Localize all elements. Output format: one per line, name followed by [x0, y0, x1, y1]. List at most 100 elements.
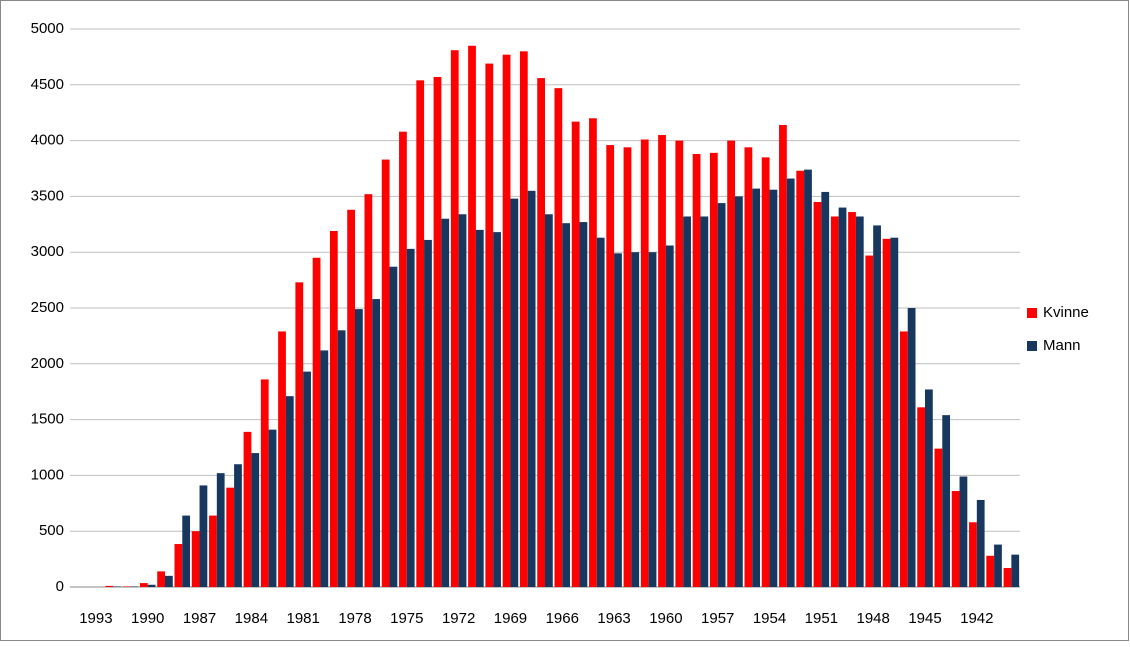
bar: [994, 544, 1002, 587]
bar: [623, 147, 632, 587]
bar: [606, 145, 615, 587]
bar: [976, 499, 985, 587]
bar: [838, 207, 847, 587]
bar: [735, 196, 743, 587]
bar: [969, 522, 977, 587]
y-tick-label: 0: [56, 578, 64, 595]
bar: [450, 50, 459, 588]
x-tick-label: 1942: [960, 610, 993, 627]
x-tick-label: 1993: [79, 610, 112, 627]
y-tick-label: 4500: [31, 76, 64, 93]
bar: [285, 396, 294, 587]
bar: [493, 232, 501, 587]
x-tick-label: 1957: [701, 610, 734, 627]
bar: [295, 282, 304, 587]
bar: [243, 431, 252, 587]
bar: [917, 407, 925, 587]
bar: [675, 140, 684, 587]
x-tick-label: 1972: [442, 610, 475, 627]
bar: [873, 225, 881, 587]
bar: [329, 230, 338, 587]
bar: [519, 51, 528, 587]
bar: [355, 309, 363, 587]
bar: [475, 229, 484, 587]
bar: [372, 299, 381, 587]
bar: [658, 135, 666, 587]
bar: [278, 331, 286, 587]
bar: [347, 209, 355, 588]
y-tick-label: 500: [39, 522, 64, 539]
bar: [665, 245, 674, 587]
bar: [951, 491, 960, 587]
bar: [925, 389, 933, 587]
bar: [907, 308, 916, 587]
bar: [890, 237, 899, 587]
bar: [865, 255, 874, 587]
bar: [157, 571, 165, 587]
bar: [122, 586, 131, 587]
bar: [830, 216, 839, 587]
bar: [502, 54, 511, 588]
bar: [899, 331, 908, 587]
y-tick-label: 4000: [31, 132, 64, 149]
bar: [468, 45, 476, 588]
bar: [191, 531, 200, 587]
legend-label: Kvinne: [1043, 304, 1089, 321]
bar: [648, 252, 657, 587]
bar: [199, 485, 208, 587]
x-tick-label: 1948: [856, 610, 889, 627]
bar: [510, 198, 519, 587]
y-tick-label: 3500: [31, 187, 64, 204]
bar: [303, 371, 311, 587]
bar: [251, 453, 260, 587]
y-tick-label: 5000: [31, 20, 64, 37]
bar: [796, 170, 805, 587]
bar: [752, 188, 761, 587]
bar: [139, 583, 148, 587]
x-tick-label: 1963: [597, 610, 630, 627]
legend-swatch: [1027, 308, 1037, 318]
bar: [986, 555, 995, 587]
x-tick-label: 1966: [546, 610, 579, 627]
bar: [700, 216, 709, 587]
x-tick-label: 1978: [338, 610, 371, 627]
bar: [804, 169, 812, 587]
bar: [216, 473, 225, 587]
bar: [761, 157, 770, 587]
bar: [416, 80, 425, 587]
x-tick-label: 1987: [183, 610, 216, 627]
bar: [441, 218, 450, 587]
bar: [165, 575, 173, 587]
bar: [692, 153, 701, 587]
bar: [821, 191, 830, 587]
legend-swatch: [1027, 341, 1037, 351]
bar: [364, 194, 373, 587]
bar: [113, 586, 121, 587]
bar: [744, 147, 753, 587]
bar: [579, 222, 588, 587]
legend-label: Mann: [1043, 337, 1081, 354]
bar: [312, 257, 321, 587]
bar: [554, 88, 563, 587]
bar: [337, 330, 346, 587]
bar: [485, 63, 494, 587]
bar: [399, 131, 407, 587]
bar: [942, 415, 951, 587]
bar: [260, 379, 269, 587]
bar: [813, 201, 822, 588]
bar: [855, 216, 864, 587]
bar: [234, 464, 242, 587]
bar: [1011, 554, 1020, 587]
bar: [779, 124, 787, 587]
bar: [786, 178, 795, 587]
bar: [320, 350, 329, 587]
x-tick-label: 1975: [390, 610, 423, 627]
bar: [389, 266, 398, 587]
bar: [631, 252, 640, 587]
x-tick-label: 1969: [494, 610, 527, 627]
bar: [209, 515, 217, 587]
bar: [174, 544, 183, 587]
bar: [527, 190, 536, 587]
bar: [433, 76, 442, 587]
